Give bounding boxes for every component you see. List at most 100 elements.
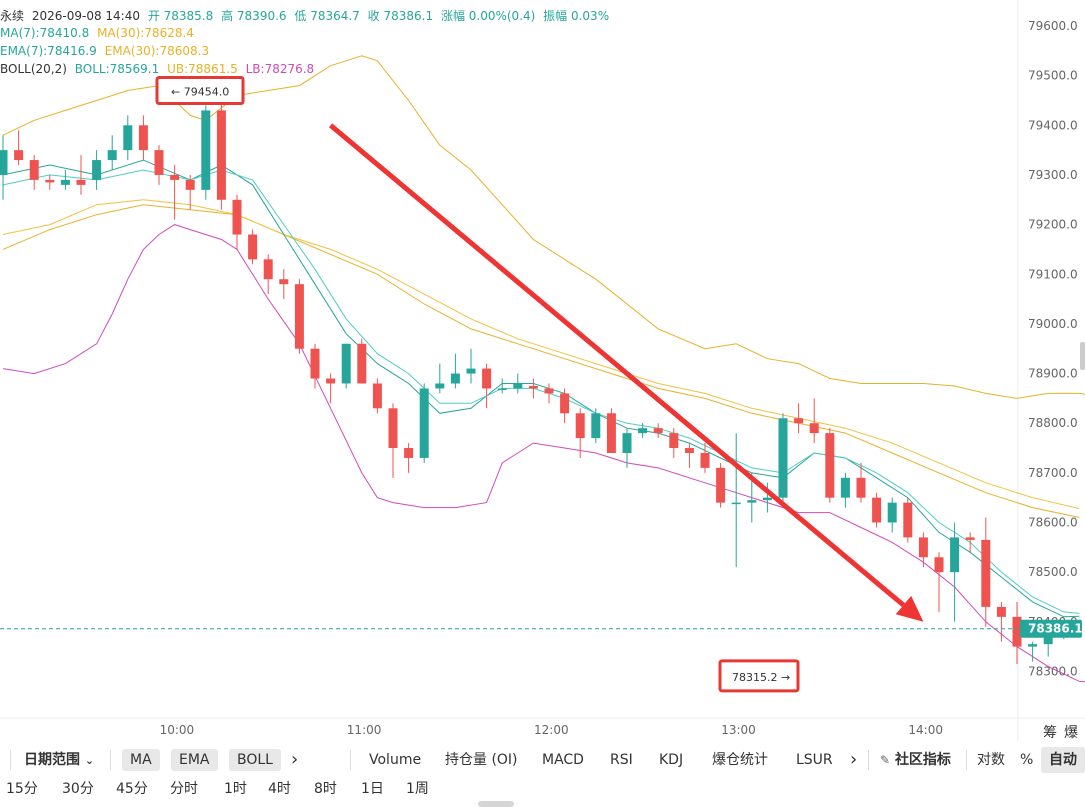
candle-body[interactable] [825,433,835,498]
candle-body[interactable] [653,428,663,434]
candle-body[interactable] [326,378,336,384]
candle-body[interactable] [404,448,414,458]
period-timeline[interactable]: 分时 [170,781,198,797]
candle-body[interactable] [560,393,570,414]
candle-body[interactable] [341,343,351,384]
candle-body[interactable] [497,388,507,390]
oi-indicator[interactable]: 持仓量 (OI) [445,752,518,768]
period-8h[interactable]: 8时 [314,781,337,797]
candle-body[interactable] [29,160,39,180]
ma-indicator-button[interactable]: MA [122,749,160,771]
candle-body[interactable] [435,383,445,389]
candle-body[interactable] [14,150,24,161]
candle-body[interactable] [45,179,55,183]
period-1w[interactable]: 1周 [406,781,429,797]
macd-indicator[interactable]: MACD [542,752,584,768]
candle-body[interactable] [965,537,975,540]
candle-body[interactable] [1012,616,1022,647]
candle-body[interactable] [170,174,180,180]
candle-body[interactable] [575,413,585,439]
candle-body[interactable] [154,150,164,175]
candle-body[interactable] [716,467,726,503]
candle-body[interactable] [731,502,741,505]
volume-indicator[interactable]: Volume [369,752,422,768]
candle-body[interactable] [762,497,772,501]
candle-body[interactable] [450,373,460,384]
side-label-chips[interactable]: 筹 [1043,725,1057,741]
candle-body[interactable] [232,199,242,235]
candle-body[interactable] [606,413,616,453]
candle-body[interactable] [0,150,8,175]
candle-body[interactable] [591,413,601,439]
candle-body[interactable] [950,537,960,573]
candle-body[interactable] [107,150,117,161]
candle-body[interactable] [887,502,897,523]
ema-indicator-button[interactable]: EMA [171,749,218,771]
candle-body[interactable] [248,234,258,260]
chevron-right-icon[interactable]: › [850,749,858,770]
side-label-liq[interactable]: 爆 [1064,725,1078,741]
liquidation-stats-indicator[interactable]: 爆仓统计 [712,752,768,768]
candle-body[interactable] [419,388,429,458]
date-range-dropdown[interactable]: 日期范围 ⌄ [24,744,94,776]
candle-body[interactable] [996,606,1006,617]
auto-scale-button[interactable]: 自动 [1041,747,1085,773]
candle-body[interactable] [528,385,538,389]
candle-body[interactable] [981,539,991,607]
candle-body[interactable] [60,179,70,185]
log-scale-toggle[interactable]: 对数 [977,752,1005,768]
candle-body[interactable] [294,284,304,349]
rsi-indicator[interactable]: RSI [610,752,633,768]
candle-body[interactable] [466,368,476,374]
candle-body[interactable] [92,160,102,180]
candle-body[interactable] [279,279,289,285]
period-30m[interactable]: 30分 [62,781,94,797]
scroll-tab[interactable] [1080,342,1085,370]
kdj-indicator[interactable]: KDJ [659,752,684,768]
candle-body[interactable] [856,477,866,498]
boll-indicator-button[interactable]: BOLL [229,749,281,771]
percent-scale-toggle[interactable]: % [1020,752,1034,768]
candle-body[interactable] [76,179,86,185]
lsur-indicator[interactable]: LSUR [796,752,833,768]
candle-body[interactable] [388,408,398,449]
period-1h[interactable]: 1时 [224,781,247,797]
candle-body[interactable] [622,433,632,453]
resize-handle[interactable] [478,801,514,807]
candle-body[interactable] [872,497,882,523]
candle-body[interactable] [357,343,367,384]
candle-body[interactable] [934,557,944,573]
candlestick-chart[interactable]: 79600.0 79500.0 79400.0 79300.0 79200.0 79100… [0,0,1085,742]
chevron-right-icon[interactable]: › [291,749,299,770]
candle-body[interactable] [700,452,710,468]
candle-body[interactable] [918,537,928,558]
candle-body[interactable] [263,259,273,280]
period-1d[interactable]: 1日 [361,781,384,797]
candle-body[interactable] [840,477,850,498]
candle-body[interactable] [809,423,819,434]
candle-body[interactable] [138,125,148,151]
period-4h[interactable]: 4时 [268,781,291,797]
candle-body[interactable] [123,125,133,151]
candle-body[interactable] [778,418,788,498]
boll-label: BOLL(20,2) [0,62,67,76]
candle-body[interactable] [684,448,694,453]
candle-body[interactable] [1028,644,1038,647]
candle-body[interactable] [747,500,757,503]
candle-body[interactable] [794,418,804,424]
candle-body[interactable] [544,388,554,394]
candle-body[interactable] [513,383,523,389]
candle-body[interactable] [216,110,226,200]
candle-body[interactable] [372,383,382,409]
candle-body[interactable] [482,368,492,389]
candle-body[interactable] [903,502,913,538]
candle-body[interactable] [310,348,320,379]
period-45m[interactable]: 45分 [116,781,148,797]
candle-body[interactable] [185,179,195,190]
candle-body[interactable] [201,110,211,190]
candle-body[interactable] [638,428,648,434]
period-15m[interactable]: 15分 [6,781,38,797]
candle-body[interactable] [669,433,679,449]
community-indicator-button[interactable]: ✎ 社区指标 [880,744,951,776]
